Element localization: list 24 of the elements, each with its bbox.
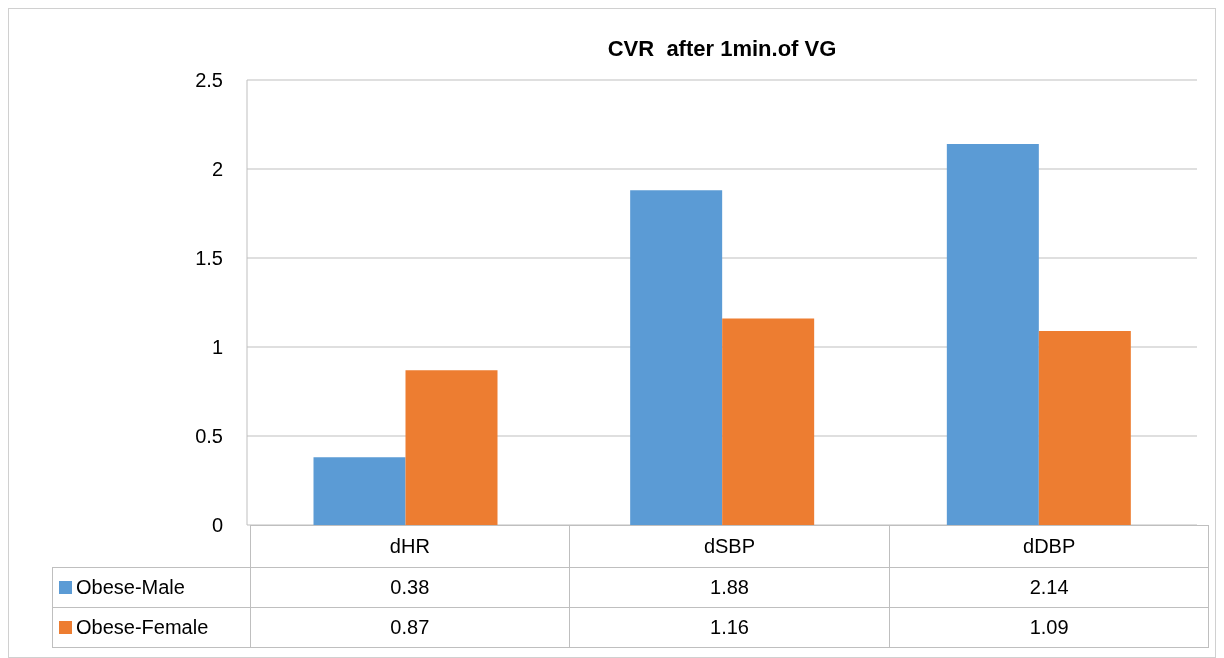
y-tick-label: 1 bbox=[211, 336, 223, 359]
y-tick-label: 2.5 bbox=[195, 69, 223, 92]
y-tick-label: 2 bbox=[211, 158, 223, 181]
x-tick-label: dHR bbox=[250, 525, 570, 568]
bar bbox=[722, 318, 815, 525]
data-label: 2.14 bbox=[889, 567, 1209, 608]
data-label: 1.88 bbox=[569, 567, 890, 608]
y-tick-label: 1.5 bbox=[195, 247, 223, 270]
bar bbox=[405, 370, 498, 525]
chart-title: CVR after 1min.of VG bbox=[606, 36, 838, 62]
data-label: 1.16 bbox=[569, 607, 890, 648]
data-label: 1.09 bbox=[889, 607, 1209, 648]
x-tick-label: dDBP bbox=[889, 525, 1209, 568]
bar bbox=[946, 144, 1039, 525]
x-tick-label: dSBP bbox=[569, 525, 890, 568]
bar bbox=[313, 457, 406, 525]
legend-label: Obese-Female bbox=[52, 607, 250, 648]
data-label: 0.87 bbox=[250, 607, 570, 648]
legend-label: Obese-Male bbox=[52, 567, 250, 608]
bar bbox=[630, 190, 723, 525]
bar bbox=[1038, 330, 1131, 525]
y-tick-label: 0 bbox=[211, 514, 223, 537]
y-tick-label: 0.5 bbox=[195, 425, 223, 448]
data-label: 0.38 bbox=[250, 567, 570, 608]
